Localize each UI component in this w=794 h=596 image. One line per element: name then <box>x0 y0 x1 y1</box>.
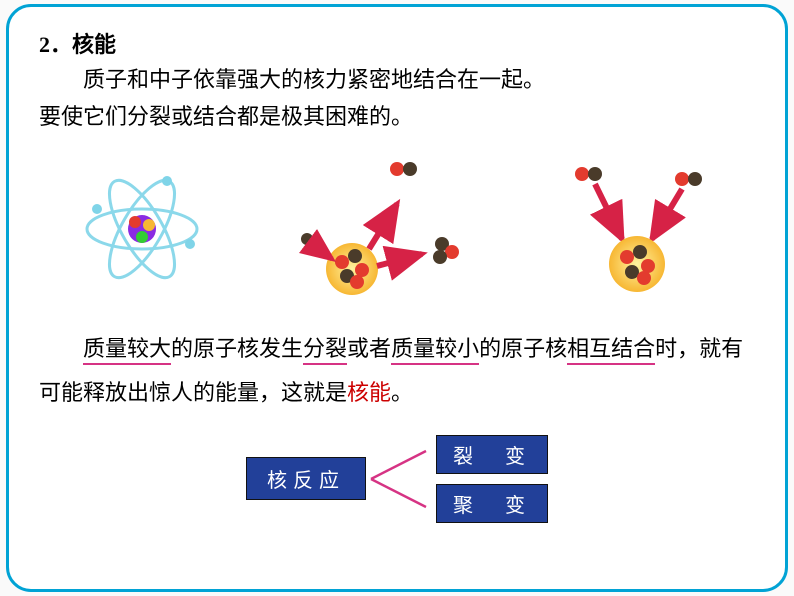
atom-model-icon <box>72 159 212 299</box>
figure-row <box>39 142 755 317</box>
bracket-icon <box>366 439 436 519</box>
section-heading: 2．核能 <box>39 27 755 59</box>
text-fission: 分裂 <box>303 336 347 361</box>
text-smaller-mass: 质量较小 <box>391 336 479 361</box>
text-seg10: 。 <box>391 380 413 405</box>
text-seg2: 的原子核发生 <box>171 336 303 361</box>
text-fusion: 相互结合 <box>567 336 655 361</box>
text-nuclear-energy: 核能 <box>347 380 391 405</box>
intro-line-2: 要使它们分裂或结合都是极其困难的。 <box>39 98 755 135</box>
text-seg4: 或者 <box>347 336 391 361</box>
diagram-root-box: 核反应 <box>246 457 366 500</box>
fusion-diagram-icon <box>552 154 722 304</box>
diagram-child-fission: 裂 变 <box>436 435 548 474</box>
definition-paragraph: 质量较大的原子核发生分裂或者质量较小的原子核相互结合时，就有可能释放出惊人的能量… <box>39 327 755 415</box>
intro-line-1: 质子和中子依靠强大的核力紧密地结合在一起。 <box>39 61 755 98</box>
slide-frame: 2．核能 质子和中子依靠强大的核力紧密地结合在一起。 要使它们分裂或结合都是极其… <box>6 4 788 592</box>
classification-diagram: 核反应 裂 变 聚 变 <box>39 435 755 523</box>
fission-diagram-icon <box>277 144 487 314</box>
diagram-child-fusion: 聚 变 <box>436 484 548 523</box>
text-seg6: 的原子核 <box>479 336 567 361</box>
text-larger-mass: 质量较大 <box>83 336 171 361</box>
diagram-children-column: 裂 变 聚 变 <box>436 435 548 523</box>
